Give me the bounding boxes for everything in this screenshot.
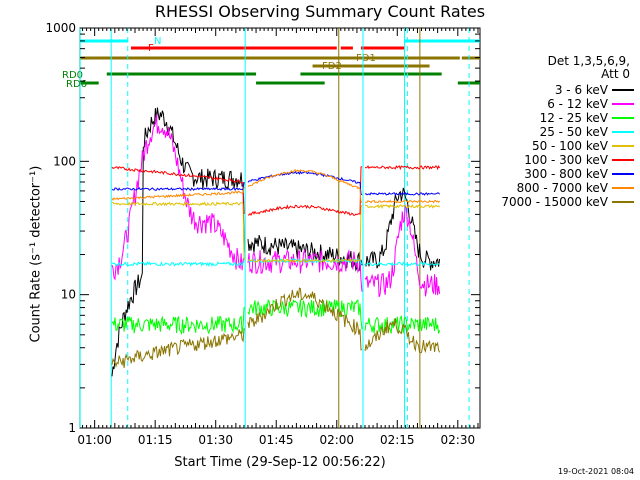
legend-label: 50 - 100 keV <box>531 139 608 153</box>
x-tick-label: 02:15 <box>380 433 415 447</box>
legend-swatch <box>612 145 634 147</box>
chart-title: RHESSI Observing Summary Count Rates <box>154 2 486 21</box>
series-line-3-6-kev <box>111 107 245 377</box>
legend-item: 50 - 100 keV <box>532 139 634 153</box>
series-line-12-25-kev <box>247 299 363 330</box>
legend-item: 800 - 7000 keV <box>517 181 634 195</box>
y-tick-label: 100 <box>53 154 76 168</box>
legend-label: 300 - 800 keV <box>524 167 608 181</box>
legend-swatch <box>612 103 634 105</box>
series-line-6-12-kev <box>247 248 363 292</box>
legend-title-line-2: Att 0 <box>601 67 630 81</box>
series-line-50-100-kev <box>247 204 363 263</box>
y-axis-label: Count Rate (s⁻¹ detector⁻¹) <box>28 165 44 343</box>
legend-swatch <box>612 159 634 161</box>
series-line-100-300-kev <box>364 165 441 171</box>
legend-title-line-1: Det 1,3,5,6,9, <box>547 54 630 68</box>
series-line-12-25-kev <box>111 306 245 336</box>
series-line-800-7000-kev <box>247 169 363 204</box>
series-line-100-300-kev <box>111 166 245 215</box>
legend-label: 3 - 6 keV <box>554 83 608 97</box>
legend-item: 300 - 800 keV <box>524 167 634 181</box>
series-line-800-7000-kev <box>364 199 440 204</box>
legend-swatch <box>612 187 634 189</box>
series-line-300-800-kev <box>111 182 245 192</box>
series-line-7000-15000-kev <box>111 328 245 368</box>
flag-label-n: N <box>154 36 161 47</box>
legend-label: 800 - 7000 keV <box>516 181 608 195</box>
x-tick-label: 01:30 <box>198 433 233 447</box>
series-line-300-800-kev <box>364 192 440 196</box>
y-tick-label: 1 <box>68 421 76 435</box>
legend-swatch <box>612 117 634 119</box>
timestamp-stamp: 19-Oct-2021 08:04 <box>558 467 634 476</box>
x-axis-label: Start Time (29-Sep-12 00:56:22) <box>174 455 386 470</box>
flag-label-fd1: FD1 <box>356 53 376 64</box>
legend-label: 25 - 50 keV <box>539 125 608 139</box>
legend-item: 12 - 25 keV <box>540 111 634 125</box>
series-line-800-7000-kev <box>111 186 245 202</box>
series-line-50-100-kev <box>111 200 245 261</box>
legend-swatch <box>612 89 634 91</box>
y-tick-label: 10 <box>61 288 76 302</box>
flag-label-f: F <box>148 43 154 54</box>
legend-label: 6 - 12 keV <box>547 97 608 111</box>
legend-label: 7000 - 15000 keV <box>501 195 608 209</box>
legend-item: 6 - 12 keV <box>547 97 634 111</box>
series-line-6-12-kev <box>111 114 245 281</box>
legend-item: 25 - 50 keV <box>540 125 634 139</box>
legend-item: 7000 - 15000 keV <box>501 195 634 209</box>
legend-label: 100 - 300 keV <box>524 153 608 167</box>
series-line-7000-15000-kev <box>247 287 363 351</box>
flag-label-rd6: RD6 <box>66 79 87 90</box>
legend-swatch <box>612 201 634 203</box>
axis-layer: 01:00 01:15 01:30 01:45 02:00 02:15 02:30 1 10 10… <box>45 21 480 447</box>
series-line-100-300-kev <box>247 166 363 216</box>
series-line-300-800-kev <box>247 170 363 196</box>
series-line-3-6-kev <box>364 187 441 271</box>
x-tick-label: 02:00 <box>319 433 354 447</box>
legend-item: 3 - 6 keV <box>555 83 634 97</box>
series-line-50-100-kev <box>364 203 441 210</box>
legend-label: 12 - 25 keV <box>539 111 608 125</box>
series-line-25-50-kev <box>364 261 440 267</box>
x-tick-label: 01:00 <box>77 433 112 447</box>
series-line-25-50-kev <box>111 261 245 268</box>
legend-swatch <box>612 131 634 133</box>
x-tick-label: 01:45 <box>259 433 294 447</box>
x-tick-label: 02:30 <box>441 433 476 447</box>
legend-item: 100 - 300 keV <box>524 153 634 167</box>
flag-label-rd0: RD0 <box>62 70 83 81</box>
series-line-6-12-kev <box>364 204 441 298</box>
x-tick-label: 01:15 <box>138 433 173 447</box>
y-tick-label: 1000 <box>45 21 76 35</box>
legend-swatch <box>612 173 634 175</box>
series-layer <box>111 107 441 377</box>
flag-label-fd2: FD2 <box>322 61 342 72</box>
series-line-12-25-kev <box>364 315 441 334</box>
series-line-7000-15000-kev <box>364 318 441 354</box>
